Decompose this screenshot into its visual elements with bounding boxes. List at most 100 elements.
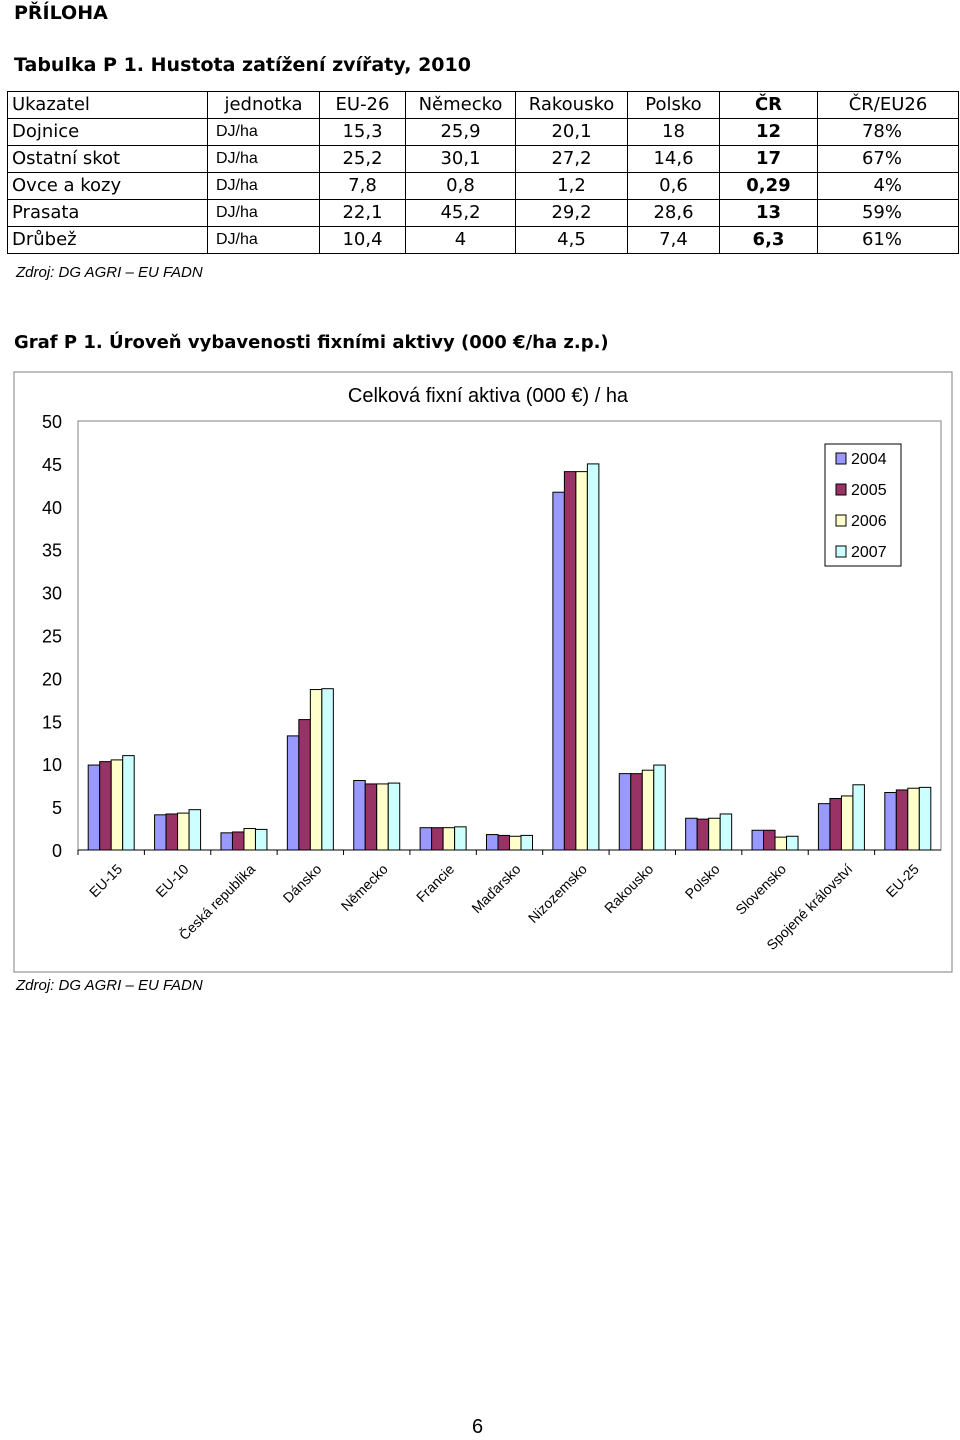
bar [364, 783, 378, 851]
table-cell: 78% [817, 118, 959, 146]
table-cell: 7,8 [319, 172, 406, 200]
bar [685, 817, 698, 851]
legend-label: 2007 [851, 544, 887, 561]
table-cell: 14,6 [627, 145, 720, 173]
bar [486, 834, 499, 851]
y-tick-label: 25 [42, 627, 62, 647]
table-cell: DJ/ha [207, 118, 320, 146]
bar [431, 827, 444, 851]
bar [552, 491, 565, 851]
bar [907, 787, 920, 851]
bar [641, 769, 655, 851]
header-cell: EU-26 [319, 91, 406, 119]
table-cell: 0,6 [627, 172, 720, 200]
bar [497, 834, 510, 851]
table-cell: 61% [817, 226, 959, 254]
bar [122, 755, 135, 851]
table-cell: 67% [817, 145, 959, 173]
table-cell: 13 [719, 199, 818, 227]
table-cell: Ovce a kozy [7, 172, 208, 200]
header-cell: ČR [719, 91, 818, 119]
table-cell: 17 [719, 145, 818, 173]
table-row: Dojnice DJ/ha 15,3 25,9 20,1 18 12 78% [7, 118, 959, 146]
table-source-note: Zdroj: DG AGRI – EU FADN [16, 264, 203, 281]
bar [586, 463, 600, 851]
graph-caption: Graf P 1. Úroveň vybavenosti fixními akt… [14, 332, 609, 353]
header-cell: Rakousko [515, 91, 628, 119]
bar [630, 773, 643, 851]
bar [575, 471, 588, 851]
table-cell: 59% [817, 199, 959, 227]
bar [817, 803, 831, 851]
y-tick-label: 40 [42, 498, 62, 518]
bar [763, 829, 776, 851]
bar [231, 831, 245, 851]
page-heading: PŘÍLOHA [14, 2, 108, 24]
header-cell: Ukazatel [7, 91, 208, 119]
table-cell: 29,2 [515, 199, 628, 227]
bar [829, 798, 842, 851]
y-tick-label: 10 [42, 755, 62, 775]
bar [708, 817, 721, 851]
table-cell: Dojnice [7, 118, 208, 146]
fixed-assets-bar-chart: Celková fixní aktiva (000 €) / ha 0 5 10 15 2… [13, 371, 953, 973]
table-cell: 30,1 [405, 145, 516, 173]
table-row: Prasata DJ/ha 22,1 45,2 29,2 28,6 13 59% [7, 199, 959, 227]
bar [442, 827, 456, 851]
bar [852, 784, 865, 851]
bar [840, 795, 854, 851]
table-cell: 25,2 [319, 145, 406, 173]
bar [87, 764, 101, 851]
table-cell: 0,29 [719, 172, 818, 200]
table-cell: DJ/ha [207, 172, 320, 200]
legend-swatch [835, 545, 847, 558]
y-tick-label: 15 [42, 712, 62, 732]
table-cell: 27,2 [515, 145, 628, 173]
table-row: Ovce a kozy DJ/ha 7,8 0,8 1,2 0,6 0,29 4… [7, 172, 959, 200]
bar [419, 827, 433, 851]
table-cell: 0,8 [405, 172, 516, 200]
table-cell: DJ/ha [207, 226, 320, 254]
bar [618, 773, 632, 851]
y-tick-label: 5 [52, 798, 62, 818]
table-cell: Drůbež [7, 226, 208, 254]
legend-swatch [835, 452, 847, 465]
table-cell: 12 [719, 118, 818, 146]
table-cell: 1,2 [515, 172, 628, 200]
bar [177, 812, 190, 851]
y-tick-label: 45 [42, 455, 62, 475]
bar [188, 809, 202, 851]
bar [254, 828, 268, 851]
bar [918, 786, 932, 851]
bar [110, 759, 124, 851]
bar [309, 689, 323, 851]
table-cell: 7,4 [627, 226, 720, 254]
y-tick-label: 20 [42, 669, 62, 689]
bar [509, 835, 522, 851]
graph-source-note: Zdroj: DG AGRI – EU FADN [16, 977, 203, 994]
table-cell: DJ/ha [207, 199, 320, 227]
bar [786, 835, 799, 851]
bar [243, 828, 256, 851]
bar [520, 834, 533, 851]
legend-swatch [835, 483, 847, 496]
table-cell: 10,4 [319, 226, 406, 254]
chart-title: Celková fixní aktiva (000 €) / ha [348, 385, 629, 407]
header-cell: Polsko [627, 91, 720, 119]
table-row: Ostatní skot DJ/ha 25,2 30,1 27,2 14,6 1… [7, 145, 959, 173]
bar [220, 832, 233, 851]
bar [387, 782, 401, 851]
table-cell: 20,1 [515, 118, 628, 146]
table-header-row: Ukazatel jednotka EU-26 Německo Rakousko… [7, 91, 959, 119]
table-row: Drůbež DJ/ha 10,4 4 4,5 7,4 6,3 61% [7, 226, 959, 254]
table-cell: Prasata [7, 199, 208, 227]
bar [719, 813, 733, 851]
table-cell: 4 [405, 226, 516, 254]
bar [286, 735, 300, 851]
table-cell: DJ/ha [207, 145, 320, 173]
table-cell: Ostatní skot [7, 145, 208, 173]
header-cell: Německo [405, 91, 516, 119]
table-caption: Tabulka P 1. Hustota zatížení zvířaty, 2… [14, 54, 471, 76]
bar [165, 813, 179, 851]
livestock-density-table: Ukazatel jednotka EU-26 Německo Rakousko… [7, 91, 959, 254]
